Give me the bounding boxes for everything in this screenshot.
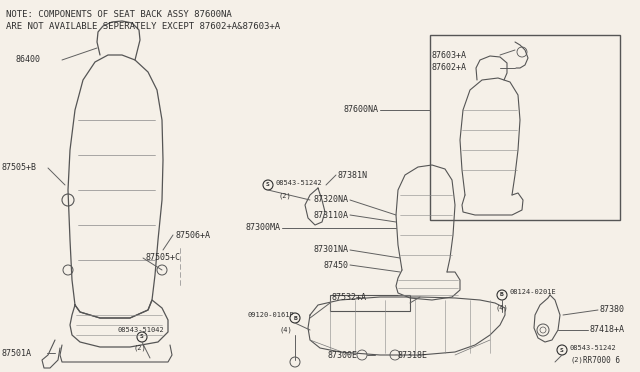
Text: NOTE: COMPONENTS OF SEAT BACK ASSY 87600NA: NOTE: COMPONENTS OF SEAT BACK ASSY 87600… [6,10,232,19]
Text: 86400: 86400 [15,55,40,64]
Text: S: S [560,347,564,353]
Text: 87505+C: 87505+C [145,253,180,263]
Text: (4): (4) [495,305,508,311]
Text: ARE NOT AVAILABLE SEPERATELY EXCEPT 87602+A&87603+A: ARE NOT AVAILABLE SEPERATELY EXCEPT 8760… [6,22,280,31]
Text: (2): (2) [278,193,291,199]
Text: 87501A: 87501A [2,349,32,357]
Bar [330,295,410,311]
Text: (2): (2) [570,357,583,363]
Text: S: S [266,183,270,187]
Text: 08543-51042: 08543-51042 [118,327,164,333]
Text: 87450: 87450 [323,260,348,269]
Text: 87320NA: 87320NA [313,196,348,205]
Text: 87380: 87380 [600,305,625,314]
Text: 87301NA: 87301NA [313,246,348,254]
Text: (2): (2) [134,345,147,351]
Text: 873110A: 873110A [313,211,348,219]
Text: 87381N: 87381N [338,170,368,180]
Text: (4): (4) [280,327,292,333]
Text: 87506+A: 87506+A [175,231,210,240]
Text: 08124-0201E: 08124-0201E [510,289,557,295]
Text: 87505+B: 87505+B [2,164,37,173]
Text: 87300MA: 87300MA [245,224,280,232]
Text: B: B [500,292,504,298]
Text: 87602+A: 87602+A [432,64,467,73]
Text: RR7000 6: RR7000 6 [583,356,620,365]
Text: 08543-51242: 08543-51242 [570,345,617,351]
Text: B: B [293,315,297,321]
Text: 09120-0161F: 09120-0161F [248,312,295,318]
Text: 87603+A: 87603+A [432,51,467,60]
Text: 08543-51242: 08543-51242 [276,180,323,186]
Text: 87600NA: 87600NA [343,106,378,115]
Text: 87418+A: 87418+A [590,326,625,334]
Text: 87318E: 87318E [398,350,428,359]
Text: S: S [140,334,144,340]
Bar [430,35,620,220]
Text: 87532+A: 87532+A [332,292,367,301]
Text: 87300E: 87300E [328,350,358,359]
